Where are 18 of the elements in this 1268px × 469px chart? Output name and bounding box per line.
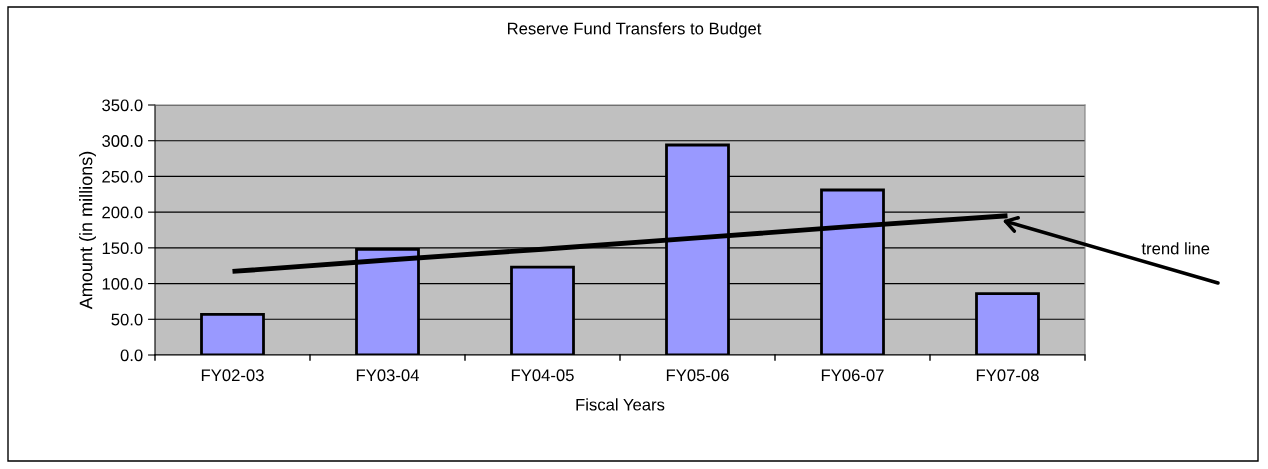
- y-tick-label: 350.0: [102, 99, 143, 112]
- x-tick-label: FY03-04: [356, 369, 419, 382]
- chart-title: Reserve Fund Transfers to Budget: [507, 22, 762, 38]
- y-tick-label: 150.0: [102, 242, 143, 255]
- y-tick-label: 0.0: [120, 349, 143, 362]
- x-tick-label: FY05-06: [666, 369, 729, 382]
- y-tick-label: 50.0: [111, 313, 143, 326]
- y-axis-title: Amount (in millions): [79, 151, 96, 310]
- y-tick-label: 100.0: [102, 277, 143, 290]
- x-tick-label: FY02-03: [201, 369, 264, 382]
- x-tick-label: FY04-05: [511, 369, 574, 382]
- x-axis-title: Fiscal Years: [576, 398, 665, 411]
- x-tick-label: FY07-08: [976, 369, 1039, 382]
- y-tick-label: 250.0: [102, 170, 143, 183]
- x-tick-label: FY06-07: [821, 369, 884, 382]
- text: trend line: [1141, 242, 1210, 255]
- y-tick-label: 300.0: [102, 135, 143, 147]
- y-tick-label: 200.0: [102, 206, 143, 219]
